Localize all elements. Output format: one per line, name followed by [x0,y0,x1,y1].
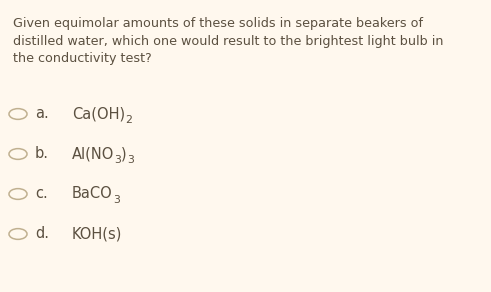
Text: d.: d. [35,227,49,241]
Text: 2: 2 [125,115,132,126]
Text: 3: 3 [114,155,121,166]
Text: a.: a. [35,107,49,121]
Text: distilled water, which one would result to the brightest light bulb in: distilled water, which one would result … [13,34,443,48]
Text: 3: 3 [127,155,134,166]
Text: c.: c. [35,187,48,201]
Text: KOH(s): KOH(s) [72,227,122,241]
Text: Ca(OH): Ca(OH) [72,107,125,121]
Text: b.: b. [35,147,49,161]
Text: Given equimolar amounts of these solids in separate beakers of: Given equimolar amounts of these solids … [13,17,423,30]
Text: ): ) [121,147,127,161]
Text: 3: 3 [113,195,120,206]
Text: Al(NO: Al(NO [72,147,114,161]
Text: BaCO: BaCO [72,187,113,201]
Text: the conductivity test?: the conductivity test? [13,52,152,65]
